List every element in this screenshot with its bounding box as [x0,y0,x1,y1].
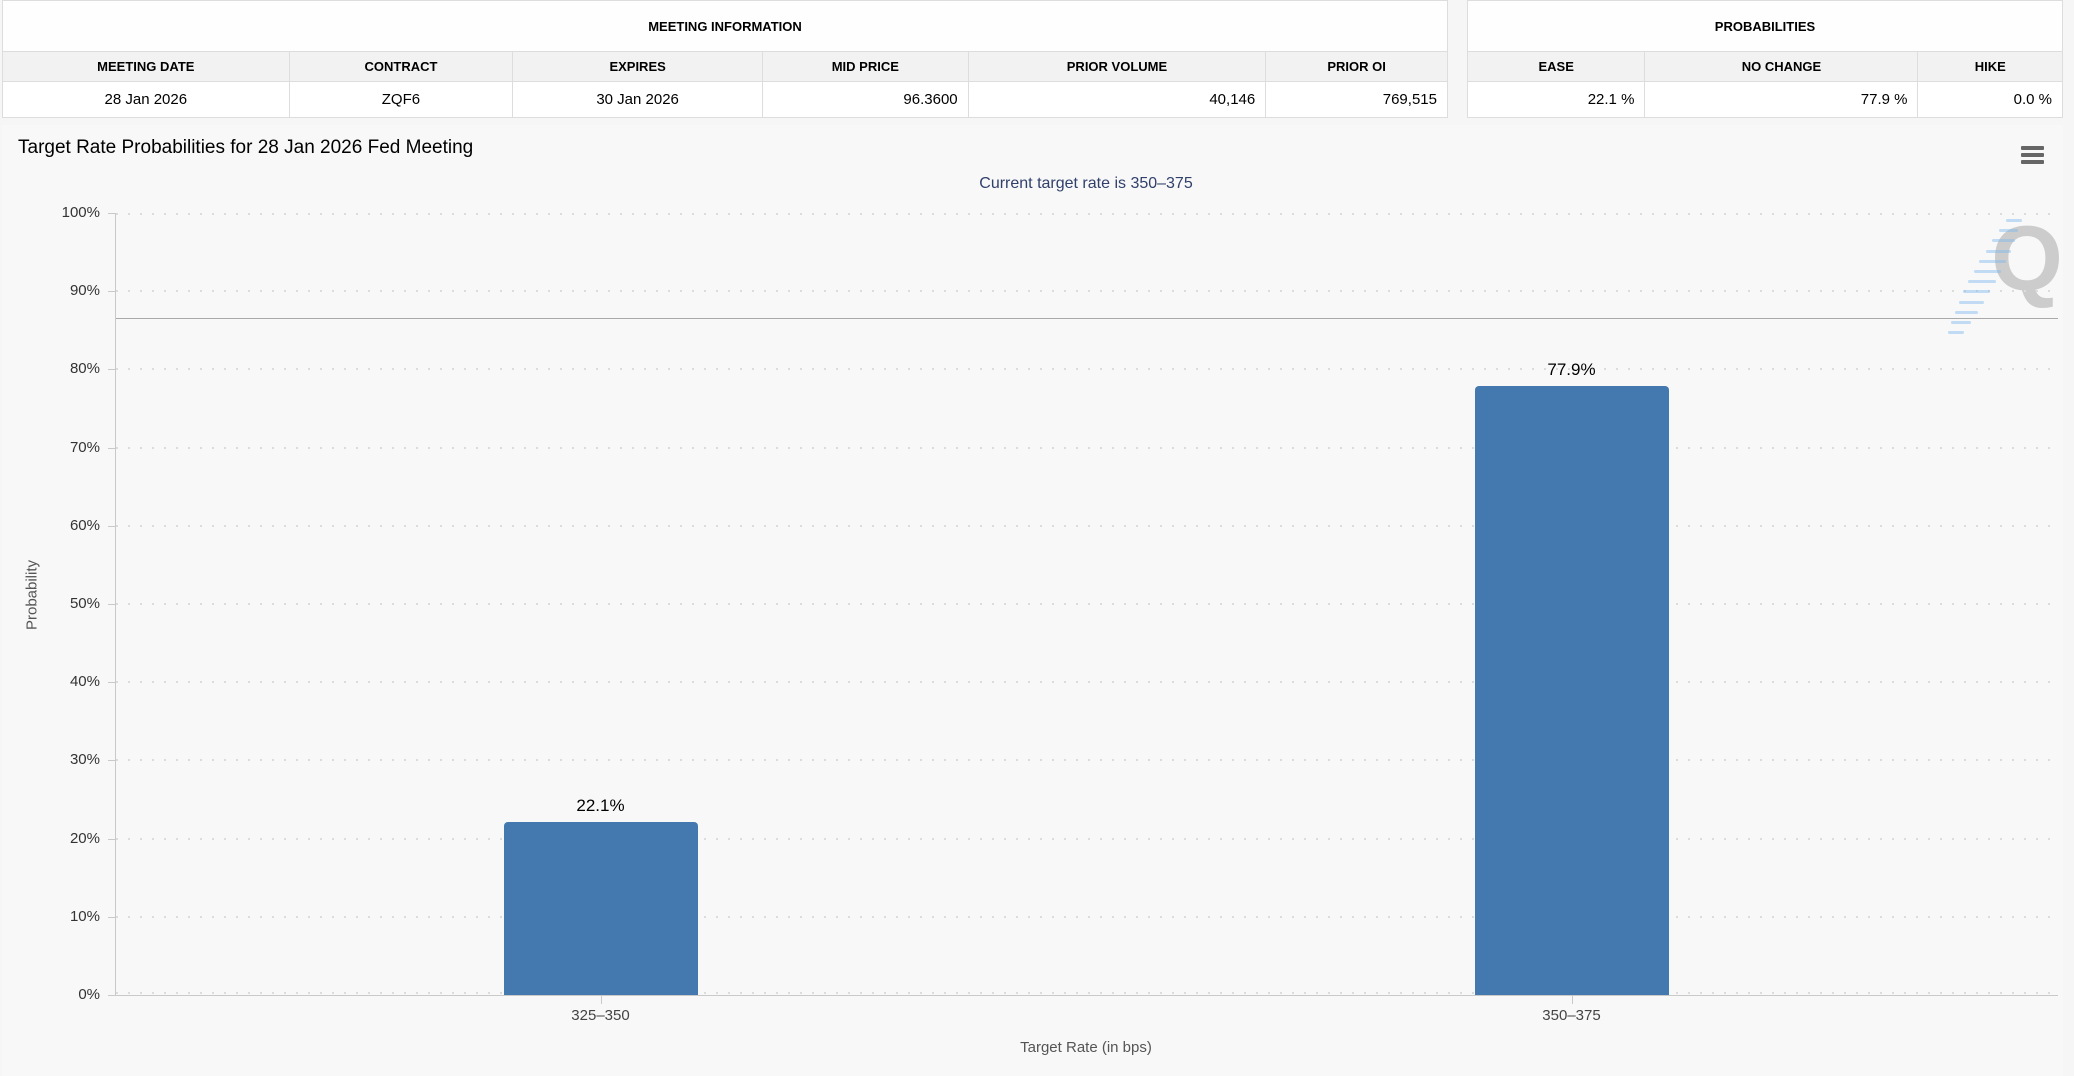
bar-value-label-350-375: 77.9% [1547,360,1596,379]
col-header-ease: EASE [1468,52,1646,81]
cell-mid-price: 96.3600 [762,82,969,117]
y-tick-mark [108,682,116,683]
y-tick-label-50: 50% [69,595,100,612]
col-header-contract: CONTRACT [290,52,514,81]
y-tick-label-80: 80% [69,360,100,377]
probabilities-header-row: EASE NO CHANGE HIKE [1468,52,2062,82]
gridline-70 [116,447,2058,449]
fed-meeting-probability-chart: Target Rate Probabilities for 28 Jan 202… [2,125,2063,1076]
meeting-information-header-row: MEETING DATE CONTRACT EXPIRES MID PRICE PRIO… [3,52,1447,82]
chart-export-menu-icon[interactable] [2021,146,2044,167]
cell-expires: 30 Jan 2026 [513,82,763,117]
gridline-0 [116,992,2058,994]
y-tick-label-20: 20% [69,830,100,847]
y-tick-label-0: 0% [78,986,100,1003]
probabilities-title: PROBABILITIES [1468,1,2062,52]
y-tick-label-70: 70% [69,439,100,456]
menu-bar [2021,153,2044,157]
y-tick-mark [108,369,116,370]
gridline-100 [116,213,2058,215]
gridline-30 [116,759,2058,761]
bar-350-375[interactable] [1474,386,1669,995]
chart-subtitle: Current target rate is 350–375 [979,175,1193,192]
meeting-information-table: MEETING INFORMATION MEETING DATE CONTRACT… [2,0,1448,118]
gridline-40 [116,681,2058,683]
y-axis-title: Probability [23,559,41,631]
reference-line [116,318,2058,319]
probabilities-table: PROBABILITIES EASE NO CHANGE HIKE 22.1 % 77… [1467,0,2063,118]
bar-value-label-325-350: 22.1% [576,796,625,815]
gridline-20 [116,838,2058,840]
menu-bar [2021,160,2044,164]
col-header-prior-oi: PRIOR OI [1327,59,1386,74]
y-tick-mark [108,291,116,292]
col-header-hike: HIKE [1974,59,2006,74]
y-tick-label-30: 30% [69,751,100,768]
chart-title: Target Rate Probabilities for 28 Jan 202… [18,137,474,158]
meeting-information-data-row: 28 Jan 2026 ZQF6 30 Jan 2026 96.3600 40,146 7… [3,82,1447,117]
cell-ease: 22.1 % [1468,82,1646,117]
cell-meeting-date: 28 Jan 2026 [3,82,290,117]
col-header-meeting-date: MEETING DATE [3,52,290,81]
probabilities-data-row: 22.1 % 77.9 % 0.0 % [1468,82,2062,117]
gridline-10 [116,916,2058,918]
x-tick-mark [601,996,602,1004]
col-header-prior-volume: PRIOR VOLUME [969,52,1267,81]
cell-prior-oi: 769,515 [1266,82,1447,117]
cell-hike: 0.0 % [1918,82,2062,117]
meeting-information-title: MEETING INFORMATION [3,1,1447,52]
y-tick-label-90: 90% [69,282,100,299]
y-tick-label-100: 100% [61,204,100,221]
cell-no-change: 77.9 % [1645,82,1919,117]
y-tick-mark [108,526,116,527]
y-tick-mark [108,448,116,449]
x-axis-title: Target Rate (in bps) [1020,1039,1152,1056]
x-category-label-350-375: 350–375 [1542,1007,1601,1024]
cell-contract: ZQF6 [289,82,514,117]
y-tick-label-40: 40% [69,673,100,690]
gridline-50 [116,603,2058,605]
y-tick-mark [108,760,116,761]
col-header-no-change: NO CHANGE [1645,52,1919,81]
y-tick-mark [108,213,116,214]
bar-325-350[interactable] [503,822,698,995]
gridline-80 [116,368,2058,370]
col-header-expires: EXPIRES [513,52,763,81]
col-header-mid-price: MID PRICE [763,52,969,81]
cell-prior-volume: 40,146 [968,82,1267,117]
y-tick-mark [108,604,116,605]
gridline-60 [116,525,2058,527]
y-tick-mark [108,917,116,918]
plot-area [115,213,2058,996]
y-tick-mark [108,839,116,840]
x-category-label-325-350: 325–350 [571,1007,630,1024]
gridline-90 [116,290,2058,292]
y-tick-mark [108,995,116,996]
y-tick-label-10: 10% [69,908,100,925]
menu-bar [2021,146,2044,150]
x-tick-mark [1572,996,1573,1004]
y-tick-label-60: 60% [69,517,100,534]
